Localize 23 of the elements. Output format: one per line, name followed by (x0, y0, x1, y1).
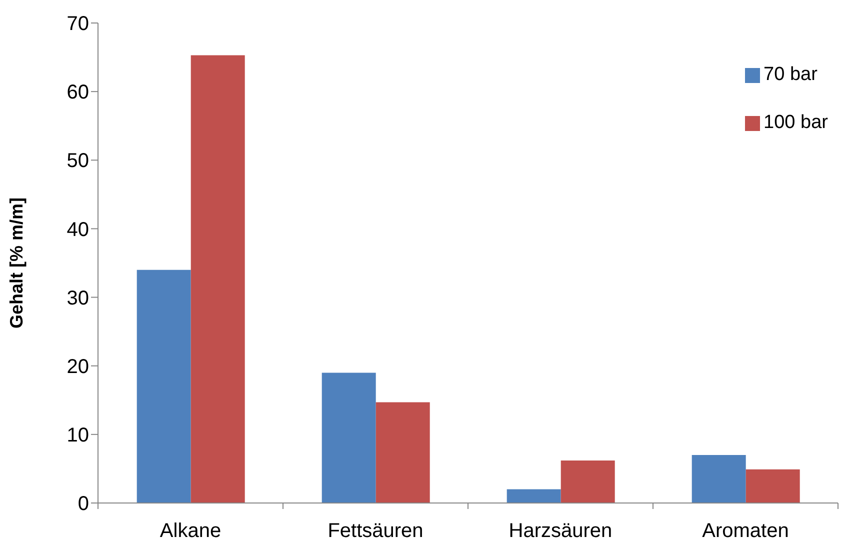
x-tick-label: Fettsäuren (328, 520, 424, 542)
x-tick-label: Harzsäuren (508, 520, 612, 542)
bar (506, 489, 561, 503)
y-tick-label: 30 (66, 287, 89, 310)
y-axis-title: Gehalt [% m/m] (6, 197, 26, 329)
y-tick-label: 10 (66, 424, 89, 447)
bar (190, 55, 245, 503)
bar (692, 455, 746, 503)
x-tick-label: Alkane (160, 520, 222, 542)
y-tick-label: 0 (78, 493, 89, 516)
y-tick-label: 20 (66, 356, 89, 378)
y-tick-label: 70 (66, 13, 89, 36)
bar (560, 460, 615, 503)
legend-label: 100 bar (764, 112, 828, 134)
bar (322, 372, 376, 503)
y-tick-label: 50 (66, 150, 89, 172)
bar (746, 469, 800, 503)
bar (136, 270, 191, 503)
x-tick-label: Aromaten (702, 520, 789, 542)
bar (376, 402, 430, 503)
y-tick-label: 40 (66, 218, 89, 241)
legend-label: 70 bar (764, 64, 818, 86)
y-tick-label: 60 (66, 82, 89, 104)
